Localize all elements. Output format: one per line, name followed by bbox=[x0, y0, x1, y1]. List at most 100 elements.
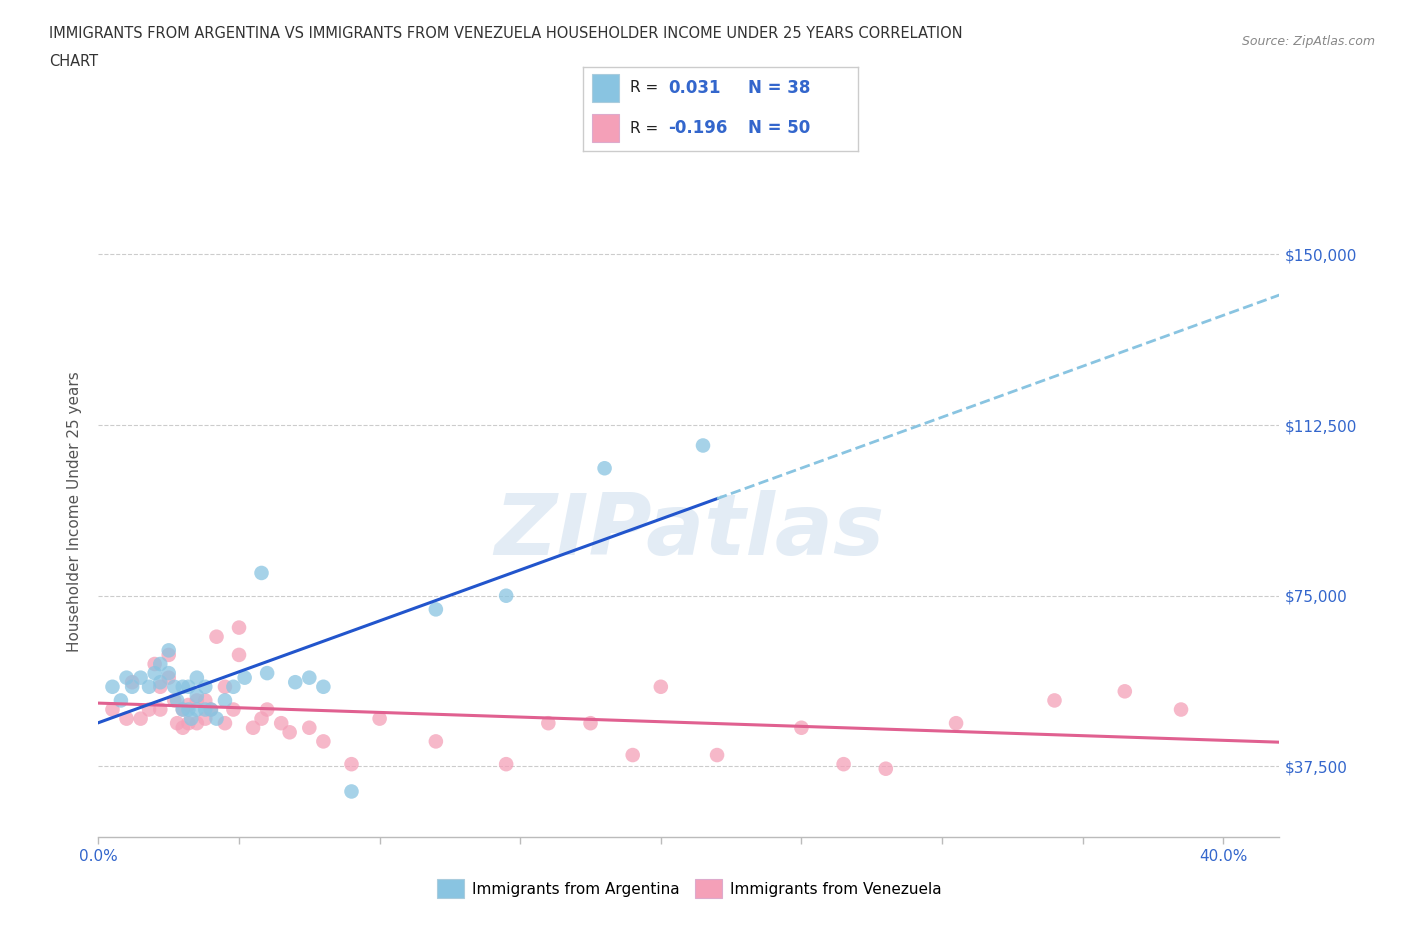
Point bbox=[143, 666, 166, 681]
Text: Source: ZipAtlas.com: Source: ZipAtlas.com bbox=[1241, 35, 1375, 48]
Point bbox=[172, 721, 194, 736]
Point bbox=[368, 711, 391, 726]
Text: N = 38: N = 38 bbox=[748, 79, 810, 97]
Point bbox=[621, 748, 644, 763]
Point bbox=[340, 757, 363, 772]
Point bbox=[312, 734, 335, 749]
Point bbox=[186, 688, 208, 703]
Point bbox=[205, 711, 228, 726]
Point bbox=[205, 630, 228, 644]
Point bbox=[222, 679, 245, 694]
Point bbox=[270, 716, 292, 731]
Point bbox=[186, 693, 208, 708]
Point bbox=[242, 721, 264, 736]
Point bbox=[298, 671, 321, 685]
Point bbox=[138, 702, 160, 717]
Point bbox=[256, 702, 278, 717]
Point bbox=[194, 693, 217, 708]
Point bbox=[138, 679, 160, 694]
Point bbox=[832, 757, 855, 772]
Point bbox=[186, 671, 208, 685]
Point bbox=[228, 647, 250, 662]
Point bbox=[284, 675, 307, 690]
Point bbox=[177, 679, 200, 694]
Point bbox=[121, 679, 143, 694]
Text: R =: R = bbox=[630, 121, 664, 136]
Text: CHART: CHART bbox=[49, 54, 98, 69]
Point bbox=[200, 702, 222, 717]
Point bbox=[149, 679, 172, 694]
Point bbox=[157, 643, 180, 658]
Point bbox=[143, 657, 166, 671]
Point bbox=[233, 671, 256, 685]
Point bbox=[579, 716, 602, 731]
Point bbox=[149, 675, 172, 690]
Bar bbox=[592, 113, 619, 142]
Point bbox=[180, 711, 202, 726]
Point bbox=[166, 716, 188, 731]
Text: ZIPatlas: ZIPatlas bbox=[494, 489, 884, 573]
Point bbox=[1114, 684, 1136, 698]
Point bbox=[228, 620, 250, 635]
Y-axis label: Householder Income Under 25 years: Householder Income Under 25 years bbox=[67, 371, 83, 652]
Point bbox=[163, 679, 186, 694]
Point bbox=[593, 460, 616, 475]
Point bbox=[186, 702, 208, 717]
Point bbox=[157, 666, 180, 681]
Legend: Immigrants from Argentina, Immigrants from Venezuela: Immigrants from Argentina, Immigrants fr… bbox=[430, 873, 948, 904]
Point bbox=[650, 679, 672, 694]
Point bbox=[537, 716, 560, 731]
Point bbox=[214, 693, 236, 708]
Point bbox=[177, 716, 200, 731]
Point bbox=[110, 693, 132, 708]
Point bbox=[425, 602, 447, 617]
Point bbox=[495, 757, 517, 772]
Point bbox=[214, 716, 236, 731]
Point bbox=[214, 679, 236, 694]
Point bbox=[875, 762, 897, 777]
Point bbox=[177, 702, 200, 717]
Text: 0.031: 0.031 bbox=[668, 79, 721, 97]
Point bbox=[250, 565, 273, 580]
Point bbox=[166, 693, 188, 708]
Point bbox=[495, 589, 517, 604]
Point bbox=[157, 671, 180, 685]
Point bbox=[256, 666, 278, 681]
Point bbox=[692, 438, 714, 453]
Point bbox=[1043, 693, 1066, 708]
Point bbox=[425, 734, 447, 749]
Point bbox=[945, 716, 967, 731]
Point bbox=[172, 702, 194, 717]
Point bbox=[298, 721, 321, 736]
Point bbox=[1170, 702, 1192, 717]
Point bbox=[706, 748, 728, 763]
Point bbox=[194, 711, 217, 726]
Point bbox=[101, 702, 124, 717]
Point bbox=[186, 716, 208, 731]
Point bbox=[250, 711, 273, 726]
Text: IMMIGRANTS FROM ARGENTINA VS IMMIGRANTS FROM VENEZUELA HOUSEHOLDER INCOME UNDER : IMMIGRANTS FROM ARGENTINA VS IMMIGRANTS … bbox=[49, 26, 963, 41]
Point bbox=[101, 679, 124, 694]
Point bbox=[129, 671, 152, 685]
Text: -0.196: -0.196 bbox=[668, 119, 728, 137]
Point bbox=[149, 702, 172, 717]
Point bbox=[115, 671, 138, 685]
Point bbox=[115, 711, 138, 726]
Point bbox=[157, 647, 180, 662]
Text: N = 50: N = 50 bbox=[748, 119, 810, 137]
Point bbox=[129, 711, 152, 726]
Bar bbox=[592, 73, 619, 102]
Point bbox=[340, 784, 363, 799]
Point bbox=[172, 679, 194, 694]
Point bbox=[121, 675, 143, 690]
Point bbox=[790, 721, 813, 736]
Point bbox=[312, 679, 335, 694]
Point bbox=[177, 698, 200, 712]
Point bbox=[222, 702, 245, 717]
Point bbox=[163, 693, 186, 708]
Text: R =: R = bbox=[630, 80, 664, 96]
Point bbox=[194, 679, 217, 694]
Point bbox=[172, 702, 194, 717]
Point bbox=[149, 657, 172, 671]
Point bbox=[200, 702, 222, 717]
